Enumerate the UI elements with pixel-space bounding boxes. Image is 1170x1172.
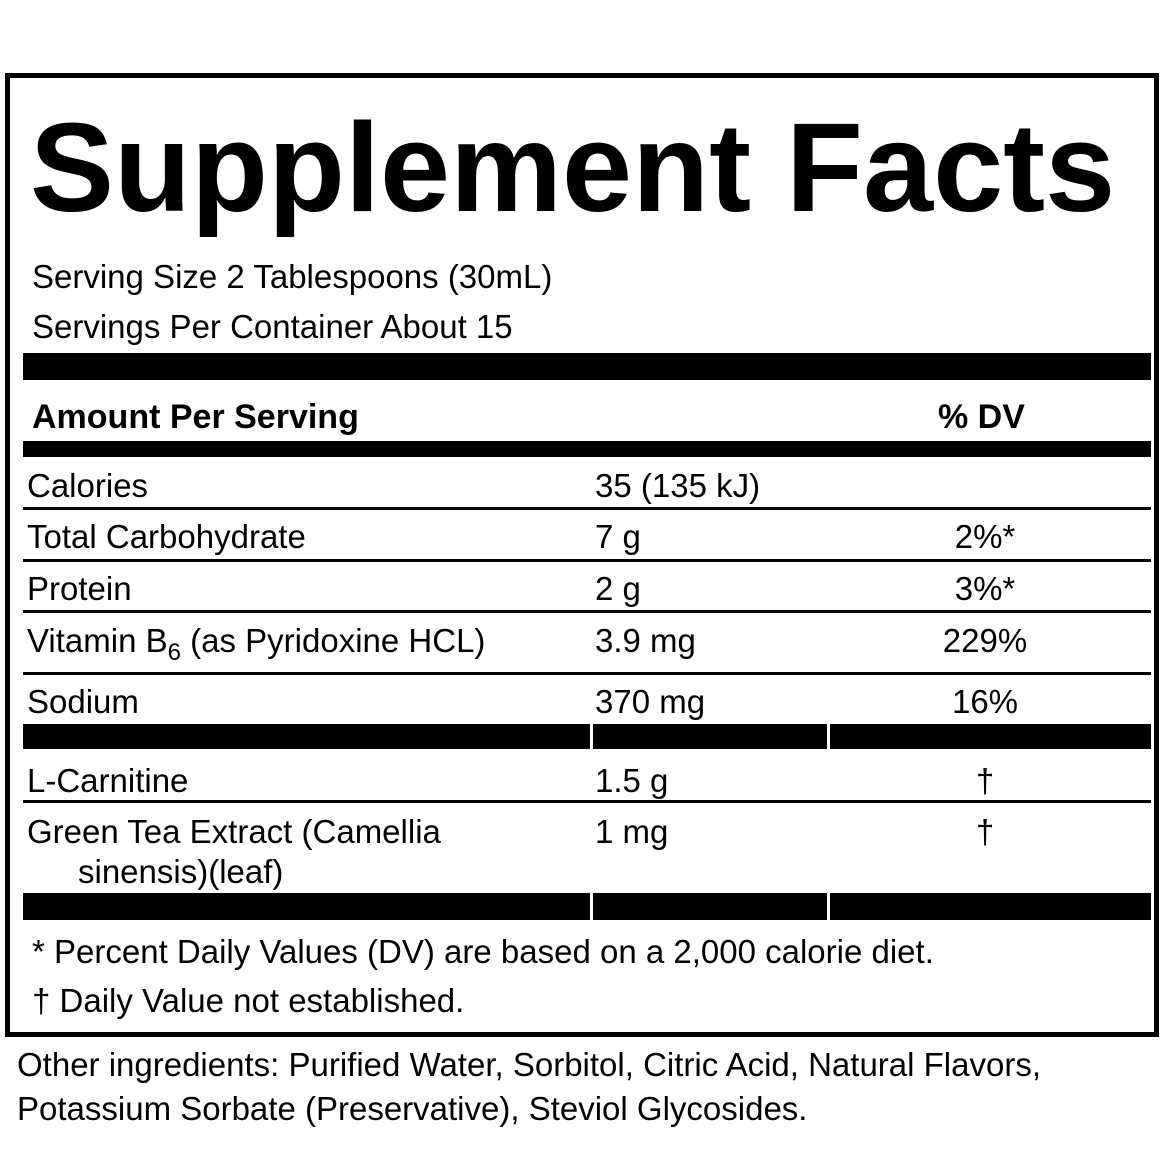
ingredient-name-continued: sinensis)(leaf) xyxy=(78,853,284,890)
supplement-facts-panel: Supplement Facts Serving Size 2 Tablespo… xyxy=(5,73,1159,1037)
other-ingredients: Other ingredients: Purified Water, Sorbi… xyxy=(17,1046,1041,1127)
column-gap xyxy=(827,893,830,920)
ingredient-amount: 1.5 g xyxy=(595,762,669,799)
row-divider xyxy=(23,672,1151,675)
nutrient-dv: 2%* xyxy=(954,518,1016,555)
ingredient-dv: † xyxy=(975,762,995,799)
servings-per-container: Servings Per Container About 15 xyxy=(32,308,513,345)
nutrient-amount: 3.9 mg xyxy=(595,622,696,659)
thick-divider xyxy=(23,724,1151,749)
nutrient-name: Protein xyxy=(27,570,132,607)
ingredient-dv: † xyxy=(975,813,995,850)
nutrient-name: Calories xyxy=(27,467,149,504)
column-gap xyxy=(590,724,593,749)
row-divider xyxy=(23,507,1151,510)
amount-per-serving-header: Amount Per Serving xyxy=(32,398,359,436)
row-divider xyxy=(23,559,1151,562)
ingredient-amount: 1 mg xyxy=(595,813,669,850)
nutrient-dv: 229% xyxy=(942,622,1028,659)
dv-header: % DV xyxy=(938,398,1025,436)
ingredient-name: L-Carnitine xyxy=(27,762,189,799)
panel-title: Supplement Facts xyxy=(30,97,1116,238)
nutrient-name: Total Carbohydrate xyxy=(27,518,306,555)
nutrient-dv: 16% xyxy=(951,683,1019,720)
nutrient-amount: 35 (135 kJ) xyxy=(595,467,761,504)
thick-divider xyxy=(23,353,1151,380)
footnote-dagger: † Daily Value not established. xyxy=(32,982,465,1019)
ingredient-name: Green Tea Extract (Camellia xyxy=(27,813,441,850)
nutrient-amount: 370 mg xyxy=(595,683,706,720)
column-gap xyxy=(827,724,830,749)
nutrient-amount: 2 g xyxy=(595,570,641,607)
nutrient-amount: 7 g xyxy=(595,518,641,555)
serving-size: Serving Size 2 Tablespoons (30mL) xyxy=(32,258,553,295)
thick-divider xyxy=(23,893,1151,920)
medium-divider xyxy=(23,441,1151,457)
nutrient-name: Vitamin B6 (as Pyridoxine HCL) xyxy=(27,622,486,666)
row-divider xyxy=(23,800,1151,803)
nutrient-name: Sodium xyxy=(27,683,139,720)
nutrient-dv: 3%* xyxy=(954,570,1016,607)
column-gap xyxy=(590,893,593,920)
footnote-dv: * Percent Daily Values (DV) are based on… xyxy=(32,933,934,970)
row-divider xyxy=(23,610,1151,613)
